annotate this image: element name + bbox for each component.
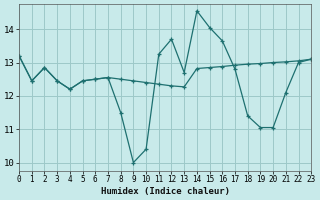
X-axis label: Humidex (Indice chaleur): Humidex (Indice chaleur) [101, 187, 230, 196]
